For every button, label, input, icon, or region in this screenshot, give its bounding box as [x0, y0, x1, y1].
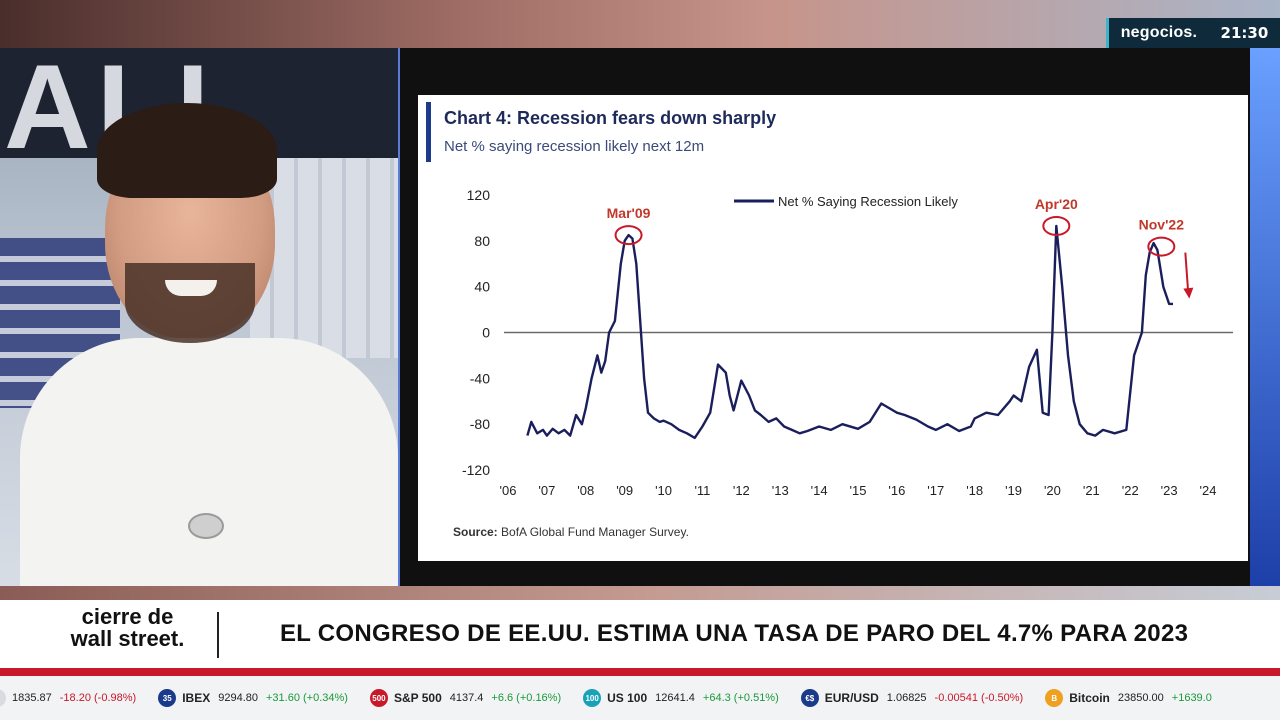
- ticker-value: 23850.00: [1117, 692, 1164, 704]
- y-tick-label: -80: [470, 416, 490, 432]
- y-tick-label: 80: [474, 233, 490, 249]
- ticker-name: Bitcoin: [1069, 691, 1110, 705]
- trend-arrow-down-icon: [1183, 287, 1194, 299]
- ticker-item: €$ EUR/USD 1.06825 -0.00541 (-0.50%): [800, 689, 1024, 707]
- ticker-name: EUR/USD: [824, 691, 879, 705]
- x-tick-label: '24: [1200, 483, 1217, 498]
- ticker-value: 4137.4: [449, 692, 484, 704]
- x-tick-label: '07: [538, 483, 555, 498]
- chart-card: [418, 95, 1248, 561]
- ticker-value: 9294.80: [218, 692, 258, 704]
- ticker-divider: [0, 668, 1280, 676]
- ticker-name: S&P 500: [393, 691, 442, 705]
- chart-subtitle: Net % saying recession likely next 12m: [444, 138, 705, 155]
- x-tick-label: '11: [694, 483, 710, 498]
- x-tick-label: '13: [772, 483, 789, 498]
- market-ticker: 1835.87 -18.20 (-0.98%) 35 IBEX 9294.80 +31.6…: [0, 676, 1280, 720]
- x-tick-label: '22: [1122, 483, 1139, 498]
- annotation-label: Mar'09: [607, 205, 651, 221]
- annotation-label: Apr'20: [1035, 196, 1078, 212]
- ticker-change: +64.3 (+0.51%): [702, 692, 779, 704]
- show-logo-line2: wall street.: [70, 626, 185, 651]
- series-line: [526, 224, 1173, 440]
- show-logo-line1: cierre de: [81, 604, 174, 629]
- ticker-market-icon: €$: [800, 689, 819, 707]
- ticker-item: B Bitcoin 23850.00 +1639.0: [1045, 689, 1212, 707]
- ticker-market-icon: [0, 689, 6, 707]
- ticker-value: 1.06825: [886, 692, 927, 704]
- trend-arrow-shaft: [1184, 252, 1190, 295]
- lower-third: [0, 600, 1280, 668]
- show-divider: [217, 612, 219, 658]
- ticker-item: 500 S&P 500 4137.4 +6.6 (+0.16%): [369, 689, 562, 707]
- chart-source: Source: BofA Global Fund Manager Survey.: [453, 525, 689, 539]
- y-tick-label: -120: [462, 462, 490, 478]
- x-tick-label: '19: [1005, 483, 1022, 498]
- x-tick-label: '17: [927, 483, 944, 498]
- ticker-name: IBEX: [182, 691, 211, 705]
- top-strip: [0, 0, 1280, 48]
- x-tick-label: '10: [655, 483, 672, 498]
- x-tick-label: '16: [888, 483, 905, 498]
- ticker-item: 1835.87 -18.20 (-0.98%): [0, 689, 136, 707]
- ticker-change: +6.6 (+0.16%): [491, 692, 562, 704]
- x-tick-label: '15: [850, 483, 867, 498]
- y-tick-label: -40: [470, 370, 490, 386]
- ticker-change: -0.00541 (-0.50%): [934, 692, 1024, 704]
- annotation-circle: [614, 225, 643, 246]
- ticker-market-icon: 100: [583, 689, 602, 707]
- ticker-market-icon: 500: [369, 689, 388, 707]
- window-backdrop: [250, 158, 398, 358]
- annotation-label: Nov'22: [1139, 217, 1185, 233]
- chart-title: Chart 4: Recession fears down sharply: [444, 108, 777, 128]
- ticker-value: 1835.87: [12, 692, 52, 704]
- lapel-mic-icon: [188, 513, 224, 539]
- x-tick-label: '21: [1083, 483, 1100, 498]
- ticker-name: US 100: [607, 691, 648, 705]
- ticker-market-icon: B: [1045, 689, 1064, 707]
- news-headline: EL CONGRESO DE EE.UU. ESTIMA UNA TASA DE…: [280, 620, 1189, 647]
- x-tick-label: '12: [733, 483, 750, 498]
- line-chart: 120 80 40 0 -40 -80 -120 '06 '07 '08 '09 '10 '11 '12 '…: [462, 187, 1233, 498]
- chart-title-accent: [426, 102, 431, 162]
- presenter-shirt: [20, 338, 398, 586]
- presenter-beard: [125, 263, 255, 343]
- presenter-smile: [165, 280, 217, 296]
- ticker-item: 100 US 100 12641.4 +64.3 (+0.51%): [583, 689, 779, 707]
- ticker-change: +1639.0: [1171, 692, 1212, 704]
- x-tick-label: '23: [1161, 483, 1178, 498]
- chart-source-label: Source:: [453, 525, 498, 539]
- ticker-change: -18.20 (-0.98%): [59, 692, 137, 704]
- ticker-value: 12641.4: [655, 692, 695, 704]
- channel-logo: negocios.: [1120, 24, 1198, 41]
- presenter-video: ALL: [0, 48, 398, 586]
- chart-panel-edge: [1250, 48, 1280, 586]
- legend-label: Net % Saying Recession Likely: [778, 194, 958, 209]
- ticker-change: +31.60 (+0.34%): [265, 692, 348, 704]
- x-tick-label: '14: [811, 483, 828, 498]
- y-tick-label: 0: [482, 325, 490, 341]
- x-tick-label: '06: [500, 483, 517, 498]
- x-tick-label: '20: [1044, 483, 1061, 498]
- ticker-item: 35 IBEX 9294.80 +31.60 (+0.34%): [158, 689, 348, 707]
- presenter-hair: [97, 103, 277, 198]
- annotation-circle: [1147, 236, 1176, 257]
- y-tick-label: 40: [474, 279, 490, 295]
- ticker-market-icon: 35: [158, 689, 177, 707]
- chart-source-text: BofA Global Fund Manager Survey.: [501, 525, 689, 539]
- x-tick-label: '08: [577, 483, 594, 498]
- clock: 21:30: [1220, 24, 1269, 42]
- annotation-circle: [1042, 215, 1071, 236]
- x-tick-label: '18: [966, 483, 983, 498]
- y-tick-label: 120: [467, 187, 491, 203]
- channel-badge: negocios. 21:30: [1106, 18, 1280, 48]
- show-logo: cierre de wall street.: [40, 606, 215, 650]
- x-tick-label: '09: [616, 483, 633, 498]
